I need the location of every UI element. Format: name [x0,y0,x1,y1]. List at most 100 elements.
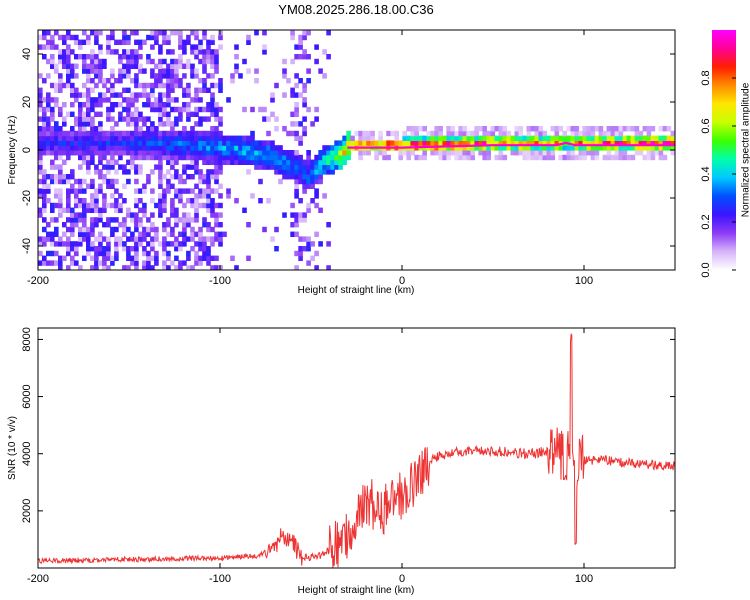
heatmap-cell [186,255,191,261]
heatmap-cell [190,202,195,209]
heatmap-cell [146,217,151,223]
heatmap-cell [574,140,580,146]
heatmap-cell [214,178,219,185]
heatmap-cell [218,34,223,41]
heatmap-cell [98,97,103,103]
heatmap-cell [242,106,247,113]
heatmap-cell [178,265,183,270]
heatmap-cell [118,145,123,151]
heatmap-cell [202,87,207,93]
heatmap-cell [498,135,504,141]
heatmap-cell [154,78,159,84]
heatmap-cell [42,34,47,41]
heatmap-cell [402,140,407,146]
heatmap-cell [110,202,115,209]
heatmap-cell [198,154,203,161]
heatmap-cell [214,174,219,180]
heatmap-cell [126,102,131,108]
heatmap-cell [194,255,199,261]
heatmap-cell [78,121,83,127]
heatmap-cell [558,126,564,132]
heatmap-cell [210,58,215,65]
heatmap-cell [586,150,592,156]
heatmap-cell [534,130,540,137]
heatmap-cell [618,154,624,161]
heatmap-cell [662,140,668,146]
heatmap-cell [166,150,171,156]
heatmap-cell [446,135,451,141]
heatmap-cell [94,222,99,228]
heatmap-cell [86,130,91,137]
heatmap-cell [294,217,299,223]
heatmap-cell [134,198,139,204]
heatmap-cell [354,140,359,146]
heatmap-cell [42,30,47,36]
heatmap-cell [126,159,131,165]
heatmap-cell [74,116,79,122]
heatmap-cell [362,150,367,156]
heatmap-cell [86,92,91,98]
heatmap-cell [146,226,151,233]
heatmap-cell [298,198,303,204]
heatmap-cell [578,140,584,146]
heatmap-cell [130,260,135,266]
heatmap-cell [106,34,111,41]
heatmap-cell [82,39,87,45]
spectrogram-x-tick-label: 100 [575,275,593,287]
heatmap-cell [398,154,403,161]
heatmap-cell [186,63,191,69]
heatmap-cell [86,63,91,69]
heatmap-cell [98,183,103,189]
heatmap-cell [146,231,151,237]
heatmap-cell [262,106,267,113]
heatmap-cell [130,159,135,165]
heatmap-cell [270,150,275,156]
heatmap-cell [66,265,71,270]
heatmap-cell [290,34,295,41]
heatmap-cell [58,34,63,41]
heatmap-cell [94,130,99,137]
heatmap-cell [202,246,207,252]
heatmap-cell [590,126,596,132]
heatmap-cell [286,78,291,84]
heatmap-cell [58,241,63,247]
heatmap-cell [134,164,139,170]
heatmap-cell [74,222,79,228]
heatmap-cell [234,265,239,270]
heatmap-cell [106,145,111,151]
heatmap-cell [278,169,283,175]
heatmap-cell [206,188,211,194]
heatmap-cell [294,82,299,89]
heatmap-cell [658,145,664,151]
heatmap-cell [158,159,163,165]
heatmap-cell [322,169,327,175]
heatmap-cell [214,169,219,175]
heatmap-cell [658,140,664,146]
heatmap-cell [438,154,443,161]
heatmap-cell [66,135,71,141]
heatmap-cell [562,145,568,151]
heatmap-cell [290,154,295,161]
heatmap-cell [626,140,632,146]
heatmap-cell [54,164,59,170]
heatmap-cell [174,30,179,36]
heatmap-cell [294,106,299,113]
heatmap-cell [202,188,207,194]
heatmap-cell [302,188,307,194]
heatmap-cell [590,130,596,137]
spectrogram-y-tick-label: 20 [21,96,33,108]
heatmap-cell [50,39,55,45]
heatmap-cell [294,135,299,141]
heatmap-cell [58,87,63,93]
heatmap-cell [670,135,675,141]
heatmap-cell [522,150,528,156]
heatmap-cell [118,154,123,161]
heatmap-cell [166,63,171,69]
heatmap-cell [218,106,223,113]
heatmap-cell [286,174,291,180]
heatmap-cell [110,73,115,79]
heatmap-cell [194,145,199,151]
heatmap-cell [114,255,119,261]
heatmap-cell [226,150,231,156]
